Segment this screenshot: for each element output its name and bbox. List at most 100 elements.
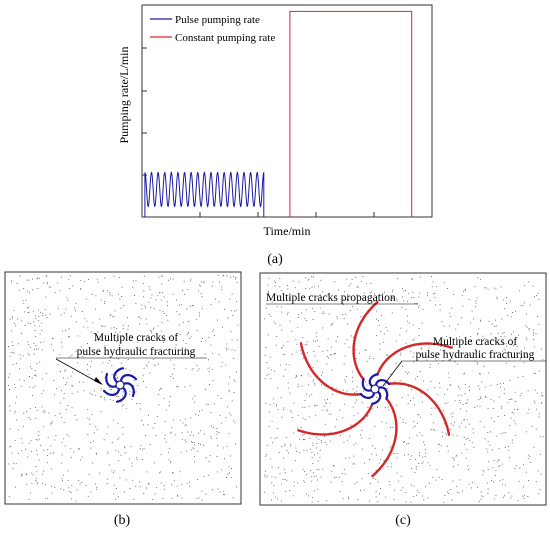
- speckle-dot: [166, 301, 168, 303]
- speckle-dot: [363, 390, 364, 392]
- speckle-dot: [14, 439, 16, 441]
- speckle-dot: [413, 485, 415, 487]
- speckle-dot: [281, 500, 282, 502]
- speckle-dot: [88, 279, 89, 280]
- speckle-dot: [322, 371, 324, 373]
- speckle-dot: [327, 350, 329, 352]
- speckle-dot: [279, 324, 281, 326]
- speckle-dot: [479, 373, 480, 375]
- speckle-dot: [538, 413, 540, 415]
- speckle-dot: [160, 482, 162, 484]
- speckle-dot: [449, 316, 451, 317]
- speckle-dot: [159, 309, 161, 311]
- speckle-dot: [189, 435, 191, 436]
- speckle-dot: [323, 312, 325, 314]
- speckle-dot: [233, 420, 235, 422]
- speckle-dot: [26, 484, 28, 486]
- speckle-dot: [493, 481, 494, 483]
- speckle-dot: [127, 317, 128, 319]
- speckle-dot: [407, 301, 408, 303]
- speckle-dot: [131, 338, 133, 339]
- speckle-dot: [375, 470, 377, 472]
- speckle-dot: [343, 403, 345, 405]
- speckle-dot: [278, 295, 280, 297]
- speckle-dot: [525, 325, 527, 327]
- speckle-dot: [102, 362, 104, 364]
- speckle-dot: [351, 278, 353, 280]
- speckle-dot: [230, 310, 232, 312]
- speckle-dot: [27, 456, 29, 458]
- speckle-dot: [401, 396, 403, 398]
- speckle-dot: [205, 340, 206, 342]
- speckle-dot: [355, 442, 357, 444]
- speckle-dot: [484, 287, 486, 289]
- speckle-dot: [343, 469, 345, 470]
- speckle-dot: [355, 358, 357, 360]
- speckle-dot: [534, 389, 536, 391]
- speckle-dot: [123, 491, 125, 493]
- speckle-dot: [202, 338, 203, 339]
- speckle-dot: [185, 418, 186, 420]
- speckle-dot: [522, 495, 524, 497]
- speckle-dot: [283, 408, 285, 410]
- speckle-dot: [39, 361, 41, 363]
- speckle-dot: [369, 459, 370, 460]
- speckle-dot: [149, 444, 151, 445]
- speckle-dot: [94, 483, 96, 485]
- speckle-dot: [200, 293, 202, 295]
- speckle-dot: [375, 496, 377, 498]
- speckle-dot: [127, 325, 129, 327]
- speckle-dot: [161, 275, 162, 277]
- speckle-dot: [268, 277, 270, 279]
- speckle-dot: [406, 443, 408, 445]
- speckle-dot: [18, 343, 19, 345]
- speckle-dot: [210, 436, 212, 438]
- speckle-dot: [472, 428, 474, 430]
- speckle-dot: [97, 331, 99, 333]
- speckle-dot: [119, 344, 120, 346]
- speckle-dot: [61, 454, 63, 456]
- speckle-dot: [271, 499, 272, 501]
- speckle-dot: [27, 341, 29, 343]
- speckle-dot: [283, 407, 285, 409]
- speckle-dot: [131, 462, 133, 464]
- speckle-dot: [61, 341, 62, 343]
- speckle-dot: [507, 446, 509, 447]
- speckle-dot: [99, 318, 101, 320]
- speckle-dot: [215, 298, 216, 300]
- speckle-dot: [11, 330, 12, 332]
- speckle-dot: [486, 482, 488, 484]
- speckle-dot: [131, 465, 133, 467]
- speckle-dot: [53, 350, 54, 351]
- speckle-dot: [101, 371, 103, 373]
- speckle-dot: [483, 338, 485, 339]
- speckle-dot: [164, 438, 166, 440]
- speckle-dot: [110, 313, 112, 315]
- speckle-dot: [268, 425, 270, 427]
- speckle-dot: [109, 389, 111, 391]
- speckle-dot: [14, 383, 16, 385]
- speckle-dot: [306, 341, 308, 343]
- speckle-dot: [63, 377, 64, 379]
- speckle-dot: [419, 452, 420, 454]
- speckle-dot: [382, 449, 383, 451]
- speckle-dot: [221, 361, 223, 363]
- speckle-dot: [43, 426, 45, 428]
- speckle-dot: [282, 479, 284, 480]
- speckle-dot: [63, 422, 65, 424]
- speckle-dot: [439, 387, 441, 389]
- speckle-dot: [276, 306, 278, 308]
- speckle-dot: [519, 395, 521, 396]
- speckle-dot: [92, 462, 94, 464]
- speckle-dot: [223, 494, 224, 496]
- speckle-dot: [117, 423, 119, 425]
- speckle-dot: [12, 351, 14, 353]
- speckle-dot: [346, 376, 348, 377]
- speckle-dot: [502, 479, 504, 481]
- speckle-dot: [526, 326, 528, 328]
- speckle-dot: [95, 452, 97, 454]
- speckle-dot: [308, 405, 310, 407]
- speckle-dot: [523, 486, 524, 488]
- speckle-dot: [344, 379, 346, 381]
- speckle-dot: [9, 410, 11, 412]
